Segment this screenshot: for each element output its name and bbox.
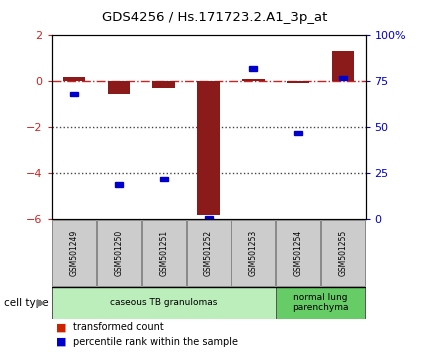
Text: ■: ■	[56, 322, 66, 332]
Bar	[276, 220, 320, 286]
Bar	[231, 220, 275, 286]
Bar	[153, 81, 175, 88]
Bar	[52, 220, 96, 286]
Bar	[52, 287, 276, 319]
Bar	[187, 220, 230, 286]
Text: GSM501249: GSM501249	[70, 230, 79, 276]
Bar	[160, 177, 168, 181]
Text: percentile rank within the sample: percentile rank within the sample	[73, 337, 238, 347]
Text: ■: ■	[56, 337, 66, 347]
Text: GSM501251: GSM501251	[159, 230, 168, 276]
Text: GSM501252: GSM501252	[204, 230, 213, 276]
Text: GSM501250: GSM501250	[114, 230, 123, 276]
Text: cell type: cell type	[4, 298, 49, 308]
Bar	[294, 131, 302, 135]
Text: GDS4256 / Hs.171723.2.A1_3p_at: GDS4256 / Hs.171723.2.A1_3p_at	[102, 11, 328, 24]
Bar	[63, 77, 85, 81]
Bar	[197, 81, 220, 215]
Bar	[321, 220, 365, 286]
Bar	[108, 81, 130, 94]
Bar	[97, 220, 141, 286]
Bar	[70, 92, 78, 96]
Bar	[276, 287, 366, 319]
Text: normal lung
parenchyma: normal lung parenchyma	[292, 293, 349, 312]
Bar	[249, 67, 258, 70]
Bar	[332, 51, 354, 81]
Text: GSM501254: GSM501254	[294, 230, 303, 276]
Bar	[242, 79, 264, 81]
Text: GSM501255: GSM501255	[338, 230, 347, 276]
Text: transformed count: transformed count	[73, 322, 164, 332]
Bar	[142, 220, 186, 286]
Bar	[115, 182, 123, 187]
Text: ▶: ▶	[37, 298, 45, 308]
Bar	[339, 76, 347, 80]
Bar	[205, 216, 212, 220]
Text: caseous TB granulomas: caseous TB granulomas	[110, 298, 218, 307]
Text: GSM501253: GSM501253	[249, 230, 258, 276]
Bar	[287, 81, 310, 83]
